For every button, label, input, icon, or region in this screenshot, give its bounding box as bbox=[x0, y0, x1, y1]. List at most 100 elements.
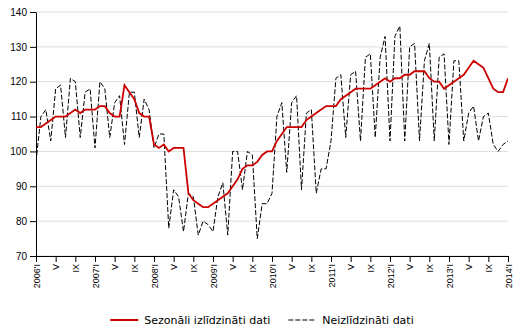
tick: V bbox=[228, 256, 238, 270]
tick-mark bbox=[134, 256, 135, 262]
tick-mark bbox=[311, 256, 312, 262]
tick-mark bbox=[390, 256, 391, 262]
tick-label: IX bbox=[425, 264, 435, 273]
tick: V bbox=[51, 256, 61, 270]
tick: 120 bbox=[10, 76, 36, 87]
tick-label: 90 bbox=[16, 181, 28, 192]
tick-mark bbox=[488, 256, 489, 262]
tick-label: 80 bbox=[16, 216, 28, 227]
tick-mark bbox=[30, 117, 36, 118]
tick: 80 bbox=[16, 216, 36, 227]
tick: 130 bbox=[10, 42, 36, 53]
tick-label: 140 bbox=[10, 7, 27, 18]
tick-label: 120 bbox=[10, 76, 27, 87]
tick-label: 2011'I bbox=[327, 264, 337, 288]
tick: 100 bbox=[10, 146, 36, 157]
tick-label: IX bbox=[130, 264, 140, 273]
tick-mark bbox=[30, 151, 36, 152]
tick: 2010'I bbox=[268, 256, 278, 288]
tick: 110 bbox=[11, 111, 36, 122]
tick-mark bbox=[30, 186, 36, 187]
tick: IX bbox=[366, 256, 376, 273]
tick: V bbox=[464, 256, 474, 270]
tick-mark bbox=[75, 256, 76, 262]
tick: IX bbox=[189, 256, 199, 273]
tick-mark bbox=[30, 12, 36, 13]
plot: 70 80 90 100 110 120 130 140 2006'I V IX 2007'I V IX 2… bbox=[10, 7, 513, 289]
tick: 70 bbox=[16, 251, 36, 262]
tick: V bbox=[287, 256, 297, 270]
chart: 70 80 90 100 110 120 130 140 2006'I V IX 2007'I V IX 2… bbox=[0, 0, 524, 330]
tick-label: IX bbox=[484, 264, 494, 273]
tick-mark bbox=[30, 221, 36, 222]
tick-mark bbox=[252, 256, 253, 262]
tick-label: V bbox=[287, 264, 297, 270]
tick-mark bbox=[272, 256, 273, 262]
legend-label: Sezonāli izlīdzināti dati bbox=[144, 314, 270, 327]
tick-mark bbox=[30, 82, 36, 83]
tick-label: V bbox=[110, 264, 120, 270]
lines bbox=[36, 26, 508, 239]
tick: 2007'I bbox=[91, 256, 101, 288]
legend-item: Sezonāli izlīdzināti dati bbox=[110, 314, 270, 327]
tick-label: V bbox=[51, 264, 61, 270]
tick-mark bbox=[36, 256, 37, 262]
tick-label: 2012'I bbox=[386, 264, 396, 288]
tick-mark bbox=[193, 256, 194, 262]
tick-label: V bbox=[346, 264, 356, 270]
tick-label: 2014'I bbox=[504, 264, 514, 288]
tick: 2012'I bbox=[386, 256, 396, 288]
grid-line bbox=[36, 12, 508, 13]
tick-mark bbox=[410, 256, 411, 262]
tick-mark bbox=[95, 256, 96, 262]
tick-label: 2008'I bbox=[150, 264, 160, 288]
tick: V bbox=[346, 256, 356, 270]
tick-mark bbox=[30, 47, 36, 48]
tick-label: 2013'I bbox=[445, 264, 455, 288]
grid-line bbox=[36, 46, 508, 47]
tick-label: 2010'I bbox=[268, 264, 278, 288]
tick: IX bbox=[484, 256, 494, 273]
series-line bbox=[36, 26, 508, 239]
tick-mark bbox=[331, 256, 332, 262]
tick: V bbox=[169, 256, 179, 270]
legend-label: Neizlīdzināti dati bbox=[322, 314, 413, 327]
tick-label: IX bbox=[307, 264, 317, 273]
tick-mark bbox=[30, 256, 36, 257]
tick: IX bbox=[307, 256, 317, 273]
tick-mark bbox=[351, 256, 352, 262]
tick-label: IX bbox=[248, 264, 258, 273]
tick-label: V bbox=[169, 264, 179, 270]
tick: 2013'I bbox=[445, 256, 455, 288]
tick-label: V bbox=[405, 264, 415, 270]
tick: V bbox=[405, 256, 415, 270]
legend: Sezonāli izlīdzināti dati Neizlīdzināti d… bbox=[110, 314, 413, 327]
tick: 2006'I bbox=[32, 256, 42, 288]
tick-mark bbox=[370, 256, 371, 262]
tick-mark bbox=[56, 256, 57, 262]
axis-line bbox=[36, 13, 37, 257]
tick-label: IX bbox=[71, 264, 81, 273]
tick: 2008'I bbox=[150, 256, 160, 288]
tick: 90 bbox=[16, 181, 36, 192]
tick: IX bbox=[248, 256, 258, 273]
tick-label: 70 bbox=[16, 251, 28, 262]
tick-label: 110 bbox=[11, 111, 27, 122]
tick-label: 2007'I bbox=[91, 264, 101, 288]
tick-mark bbox=[213, 256, 214, 262]
tick-mark bbox=[449, 256, 450, 262]
tick: IX bbox=[425, 256, 435, 273]
tick: IX bbox=[71, 256, 81, 273]
tick: V bbox=[110, 256, 120, 270]
tick-label: V bbox=[464, 264, 474, 270]
tick-mark bbox=[233, 256, 234, 262]
tick: 140 bbox=[10, 7, 36, 18]
tick-mark bbox=[429, 256, 430, 262]
y-axis: 70 80 90 100 110 120 130 140 bbox=[10, 7, 36, 262]
grid-line bbox=[36, 221, 508, 222]
tick-mark bbox=[508, 256, 509, 262]
tick-label: V bbox=[228, 264, 238, 270]
series-line bbox=[36, 61, 508, 207]
tick: 2009'I bbox=[209, 256, 219, 288]
tick-label: IX bbox=[366, 264, 376, 273]
